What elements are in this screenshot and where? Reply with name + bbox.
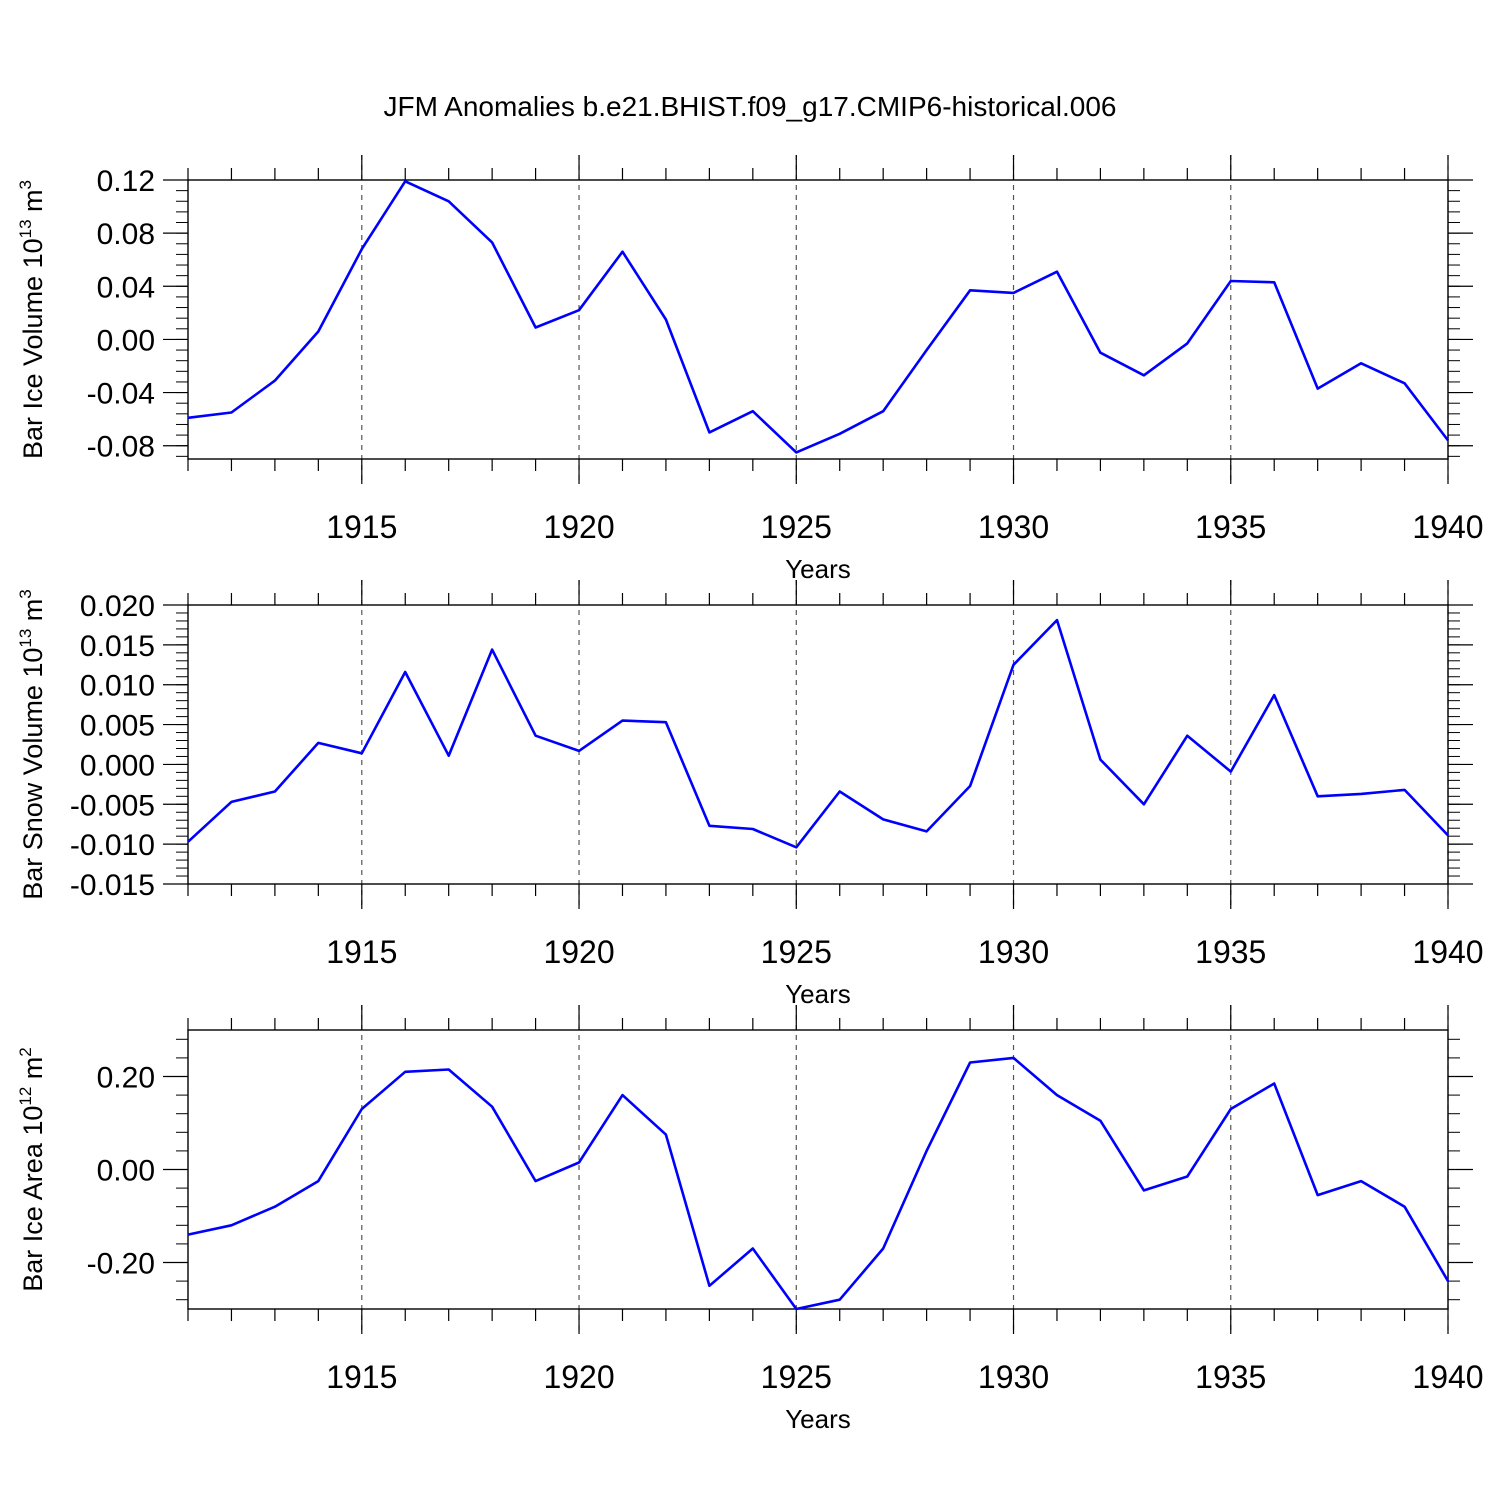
chart-title: JFM Anomalies b.e21.BHIST.f09_g17.CMIP6-… [383, 91, 1116, 122]
y-tick-label: 0.000 [80, 749, 155, 782]
y-axis-label: Bar Ice Volume 1013 m3 [16, 180, 48, 459]
y-axis-label-part: m [18, 189, 48, 219]
x-tick-label: 1940 [1412, 934, 1483, 970]
y-tick-label: 0.010 [80, 670, 155, 703]
plot-area [187, 604, 1449, 885]
x-tick-label: 1925 [761, 509, 832, 545]
y-axis-label-superscript: 13 [16, 629, 35, 648]
y-axis-label: Bar Ice Area 1012 m2 [16, 1047, 48, 1292]
x-tick-label: 1915 [326, 1359, 397, 1395]
y-tick-label: 0.08 [97, 218, 155, 251]
panel-2: -0.015 -0.010 -0.005 0.000 0.005 0.010 0.015 0.… [16, 580, 1484, 1009]
y-axis-label-superscript: 3 [16, 589, 35, 598]
x-tick-label: 1935 [1195, 934, 1266, 970]
y-tick-label: 0.020 [80, 590, 155, 623]
x-tick-label: 1925 [761, 934, 832, 970]
x-tick-label: 1915 [326, 934, 397, 970]
panel-1: -0.08 -0.04 0.00 0.04 0.08 0.12 1915 1920 1925 19… [16, 155, 1484, 584]
y-tick-label: -0.005 [70, 789, 155, 822]
x-tick-label: 1930 [978, 934, 1049, 970]
y-axis-label-superscript: 12 [16, 1087, 35, 1106]
series-line [187, 180, 1450, 454]
x-axis-label: Years [785, 979, 851, 1009]
y-axis-label-superscript: 2 [16, 1047, 35, 1056]
y-axis-label-superscript: 3 [16, 180, 35, 189]
x-tick-label: 1930 [978, 1359, 1049, 1395]
panels: -0.08 -0.04 0.00 0.04 0.08 0.12 1915 1920 1925 19… [16, 155, 1484, 1434]
panel-3: -0.20 0.00 0.20 1915 1920 1925 1930 1935 1940 Yea… [16, 1005, 1484, 1434]
y-axis-label: Bar Snow Volume 1013 m3 [16, 589, 48, 900]
y-tick-label: -0.08 [87, 431, 155, 464]
series-line [187, 1056, 1450, 1311]
y-axis-label-part: Bar Ice Volume 10 [18, 238, 48, 459]
x-axis-label: Years [785, 1404, 851, 1434]
y-axis-label-part: Bar Snow Volume 10 [18, 648, 48, 900]
x-tick-label: 1920 [543, 509, 614, 545]
y-tick-label: -0.20 [87, 1248, 155, 1281]
x-tick-label: 1920 [543, 934, 614, 970]
y-tick-label: 0.20 [97, 1062, 155, 1095]
y-axis-label-superscript: 13 [16, 219, 35, 238]
y-tick-label: -0.010 [70, 829, 155, 862]
y-tick-label: -0.015 [70, 869, 155, 902]
x-tick-label: 1935 [1195, 1359, 1266, 1395]
y-tick-label: 0.005 [80, 710, 155, 743]
x-tick-label: 1925 [761, 1359, 832, 1395]
y-axis-label-part: m [18, 1057, 48, 1087]
x-tick-label: 1940 [1412, 1359, 1483, 1395]
y-tick-label: 0.015 [80, 630, 155, 663]
y-tick-label: 0.00 [97, 1155, 155, 1188]
y-tick-label: 0.12 [97, 165, 155, 198]
x-tick-label: 1920 [543, 1359, 614, 1395]
y-tick-label: -0.04 [87, 378, 155, 411]
x-tick-label: 1935 [1195, 509, 1266, 545]
x-tick-label: 1940 [1412, 509, 1483, 545]
x-tick-label: 1915 [326, 509, 397, 545]
series-line [187, 618, 1449, 849]
y-axis-label-part: Bar Ice Area 10 [18, 1106, 48, 1292]
x-tick-label: 1930 [978, 509, 1049, 545]
y-axis-label-part: m [18, 599, 48, 629]
y-tick-label: 0.04 [97, 271, 155, 304]
y-tick-label: 0.00 [97, 324, 155, 357]
plot-area [187, 1029, 1449, 1310]
plot-area [187, 179, 1449, 460]
x-axis-label: Years [785, 554, 851, 584]
